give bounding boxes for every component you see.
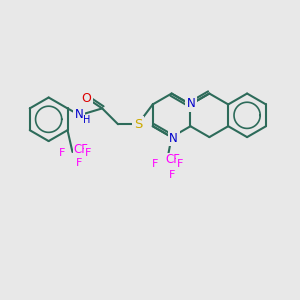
Text: F: F (76, 158, 83, 168)
Text: N: N (75, 108, 84, 121)
Text: O: O (81, 92, 91, 105)
Text: F: F (59, 148, 66, 158)
Text: S: S (134, 118, 142, 131)
Text: N: N (187, 97, 196, 110)
Text: CF: CF (166, 153, 181, 167)
Text: H: H (82, 115, 90, 125)
Text: N: N (169, 132, 178, 145)
Text: F: F (168, 170, 175, 180)
Text: CF: CF (74, 142, 88, 155)
Text: F: F (177, 159, 184, 169)
Text: F: F (85, 148, 92, 158)
Text: F: F (152, 159, 158, 169)
